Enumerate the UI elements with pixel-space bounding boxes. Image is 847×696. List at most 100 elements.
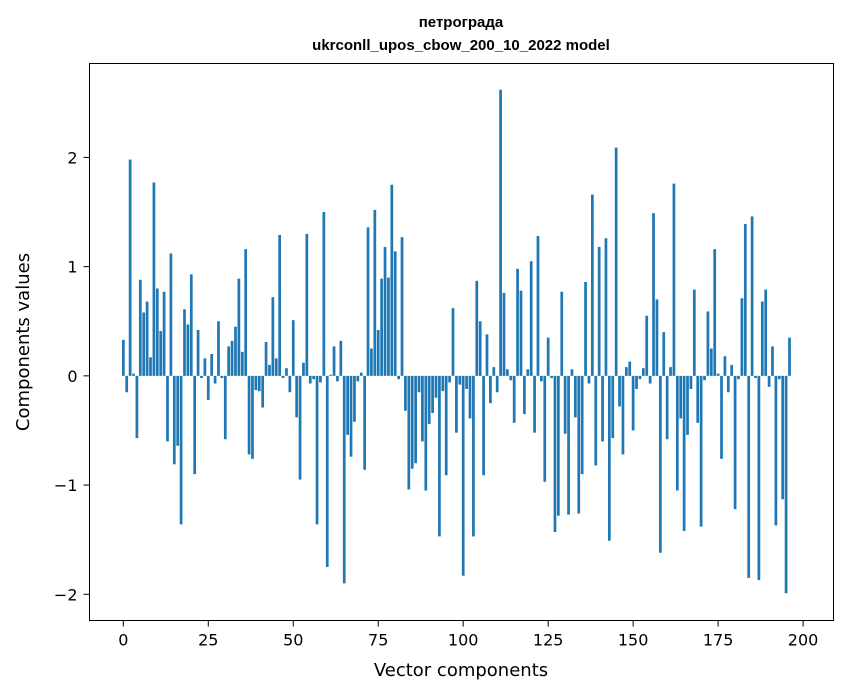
bar-144	[611, 375, 615, 439]
bar-99	[458, 375, 462, 385]
bar-57	[315, 375, 319, 525]
bar-176	[720, 375, 723, 459]
bar-91	[431, 375, 434, 413]
bar-49	[288, 375, 292, 393]
bar-53	[302, 362, 305, 376]
bar-97	[451, 308, 455, 376]
bar-4	[135, 375, 139, 439]
bar-15	[172, 375, 176, 465]
bar-116	[516, 268, 519, 376]
bar-79	[390, 184, 394, 376]
bar-37	[247, 375, 251, 455]
bar-62	[332, 346, 336, 376]
bar-148	[624, 367, 628, 376]
bar-141	[601, 375, 604, 442]
bar-119	[526, 369, 530, 376]
bar-153	[641, 368, 645, 376]
bar-81	[397, 375, 400, 380]
bar-47	[281, 375, 285, 379]
bar-98	[455, 375, 458, 433]
bar-58	[319, 375, 322, 383]
bar-103	[472, 375, 475, 537]
bar-186	[754, 375, 757, 379]
bar-28	[217, 321, 220, 376]
bar-185	[750, 216, 754, 376]
bar-112	[502, 292, 506, 376]
bar-194	[781, 375, 785, 500]
plot-area-frame	[89, 63, 834, 621]
bar-94	[441, 375, 445, 392]
bar-142	[604, 238, 608, 376]
bar-75	[376, 329, 380, 376]
bar-95	[444, 375, 448, 476]
bar-170	[699, 375, 703, 527]
bar-172	[706, 311, 710, 376]
bar-167	[689, 375, 693, 389]
bar-115	[512, 375, 516, 423]
bar-136	[584, 281, 587, 376]
bar-88	[421, 375, 424, 442]
bar-129	[560, 291, 564, 376]
bar-181	[737, 375, 740, 380]
bar-178	[726, 375, 730, 393]
x-tick-label: 175	[703, 631, 734, 650]
bar-156	[652, 213, 655, 376]
bar-127	[553, 375, 557, 533]
bar-29	[220, 375, 224, 379]
bar-158	[658, 375, 662, 553]
bar-55	[308, 375, 312, 384]
bar-188	[760, 301, 764, 376]
bar-126	[550, 375, 553, 379]
bar-23	[200, 375, 203, 379]
bar-72	[366, 227, 370, 376]
bar-128	[557, 375, 560, 516]
bar-117	[519, 290, 523, 376]
bar-30	[223, 375, 227, 440]
bar-76	[380, 278, 383, 376]
bar-45	[274, 358, 278, 376]
bar-152	[638, 375, 642, 380]
bar-39	[254, 375, 258, 391]
bar-133	[574, 375, 577, 418]
bar-0	[121, 339, 125, 376]
y-tick-label: 0	[67, 367, 77, 386]
bar-17	[179, 375, 183, 525]
bar-134	[577, 375, 581, 514]
bar-1	[125, 375, 129, 393]
bar-96	[448, 375, 451, 383]
bar-33	[234, 326, 237, 376]
bar-100	[461, 375, 465, 576]
bar-154	[645, 315, 649, 376]
bar-82	[400, 237, 404, 376]
bar-73	[370, 348, 373, 376]
bar-7	[145, 301, 149, 376]
bar-169	[696, 375, 700, 423]
bar-43	[268, 364, 271, 376]
bar-147	[621, 375, 625, 455]
bar-109	[492, 367, 496, 376]
bar-46	[278, 234, 282, 376]
bar-189	[764, 289, 768, 376]
bar-162	[672, 183, 676, 376]
bar-171	[703, 375, 706, 381]
bar-102	[468, 375, 472, 419]
bar-8	[149, 357, 152, 376]
bar-78	[387, 277, 390, 376]
bar-157	[655, 299, 659, 376]
bar-14	[169, 253, 173, 376]
bar-51	[295, 375, 299, 418]
bar-9	[152, 182, 156, 376]
bar-168	[692, 289, 696, 376]
bar-34	[237, 278, 241, 376]
x-tick-label: 75	[368, 631, 388, 650]
bar-59	[322, 212, 326, 376]
bar-24	[203, 358, 207, 376]
y-tick-label: −2	[54, 585, 78, 604]
bar-85	[410, 375, 414, 469]
bar-166	[686, 375, 689, 435]
bar-35	[240, 351, 244, 376]
bar-138	[590, 194, 594, 376]
bar-174	[713, 249, 717, 376]
bar-135	[580, 375, 584, 475]
